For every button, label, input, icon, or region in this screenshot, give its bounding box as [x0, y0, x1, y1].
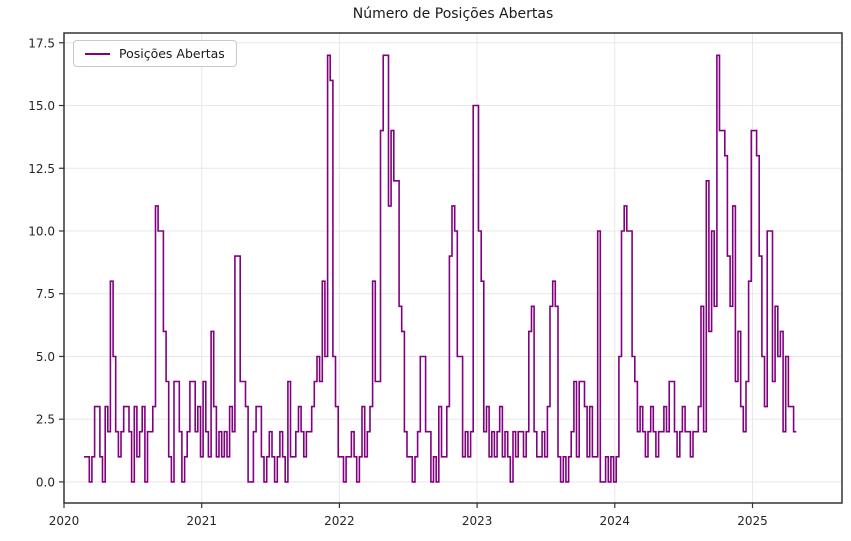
x-tick-label: 2020	[49, 514, 80, 528]
y-tick-label: 0.0	[36, 475, 55, 489]
y-tick-label: 5.0	[36, 350, 55, 364]
y-tick-label: 15.0	[28, 99, 55, 113]
x-tick-label: 2023	[462, 514, 493, 528]
x-tick-label: 2025	[737, 514, 768, 528]
legend-line-swatch	[85, 52, 110, 55]
y-tick-label: 17.5	[28, 36, 55, 50]
x-tick-label: 2022	[324, 514, 355, 528]
x-tick-label: 2021	[186, 514, 217, 528]
y-tick-label: 2.5	[36, 413, 55, 427]
legend-label: Posições Abertas	[119, 46, 225, 61]
y-tick-label: 10.0	[28, 224, 55, 238]
axes-spines	[63, 32, 843, 504]
legend: Posições Abertas	[73, 40, 237, 67]
chart-title: Número de Posições Abertas	[352, 6, 554, 22]
data-line	[84, 54, 797, 483]
y-tick-label: 12.5	[28, 162, 55, 176]
y-tick-label: 7.5	[36, 287, 55, 301]
x-tick-label: 2024	[600, 514, 631, 528]
